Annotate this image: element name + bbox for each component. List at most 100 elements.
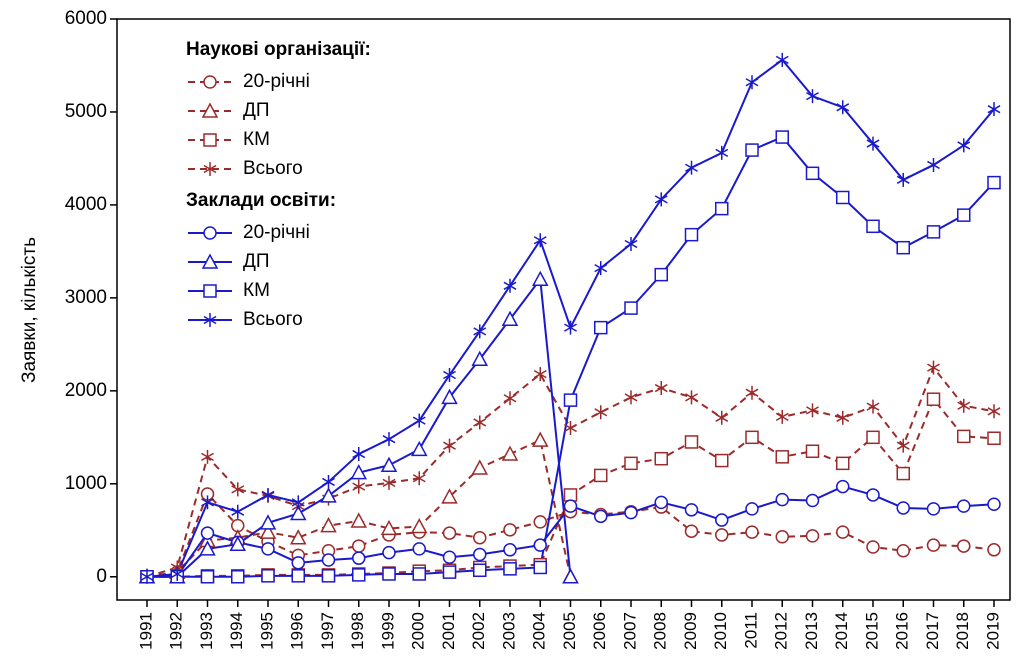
marker — [473, 324, 487, 339]
marker — [594, 509, 608, 524]
marker — [200, 570, 215, 584]
marker — [533, 367, 547, 382]
marker — [203, 133, 217, 147]
marker — [261, 487, 275, 502]
marker — [926, 502, 941, 516]
marker — [806, 403, 819, 418]
marker — [564, 421, 577, 436]
marker — [927, 157, 940, 172]
marker — [533, 515, 547, 529]
y-tick-label: 2000 — [65, 380, 107, 401]
marker — [866, 488, 880, 502]
marker — [322, 474, 335, 489]
marker — [926, 392, 941, 406]
marker — [380, 456, 398, 472]
x-tick-label: 1992 — [167, 612, 186, 650]
marker — [442, 565, 457, 579]
legend-label: КМ — [243, 129, 270, 150]
marker — [987, 543, 1001, 557]
marker — [685, 160, 698, 175]
marker — [412, 471, 426, 486]
marker — [382, 545, 396, 560]
y-tick-label: 6000 — [65, 8, 107, 29]
x-tick-label: 2018 — [953, 612, 972, 650]
marker — [594, 405, 608, 420]
marker — [987, 175, 1001, 190]
marker — [201, 253, 219, 269]
marker — [289, 529, 307, 545]
marker — [715, 145, 729, 160]
marker — [745, 502, 759, 516]
y-tick-label: 5000 — [65, 101, 107, 122]
marker — [503, 543, 517, 557]
marker — [775, 450, 789, 464]
marker — [654, 451, 668, 466]
marker — [563, 393, 578, 407]
marker — [443, 438, 456, 453]
marker — [203, 75, 217, 89]
marker — [805, 166, 820, 181]
marker — [805, 529, 820, 543]
marker — [715, 513, 729, 527]
marker — [745, 143, 759, 157]
marker — [926, 225, 941, 239]
marker — [352, 479, 366, 494]
marker — [563, 499, 578, 513]
marker — [203, 284, 217, 298]
x-tick-label: 2012 — [772, 612, 791, 650]
marker — [503, 523, 517, 537]
x-tick-label: 2002 — [469, 612, 488, 650]
marker — [412, 542, 426, 556]
marker — [624, 456, 638, 471]
marker — [685, 390, 698, 405]
marker — [291, 556, 305, 570]
x-tick-label: 1995 — [257, 612, 276, 650]
marker — [533, 560, 547, 575]
marker — [352, 447, 366, 462]
marker — [775, 492, 789, 507]
marker — [806, 89, 819, 104]
marker — [927, 360, 940, 375]
marker — [987, 102, 1001, 117]
marker — [473, 547, 487, 562]
marker — [473, 563, 487, 578]
marker — [624, 505, 638, 520]
marker — [203, 226, 217, 240]
marker — [957, 208, 971, 222]
marker — [231, 570, 245, 584]
marker — [382, 475, 396, 490]
x-tick-label: 1997 — [318, 612, 337, 650]
x-tick-label: 2009 — [681, 612, 700, 650]
marker — [896, 172, 910, 187]
marker — [866, 430, 880, 445]
marker — [503, 391, 517, 406]
marker — [715, 201, 729, 216]
x-tick-label: 2003 — [499, 612, 518, 650]
marker — [957, 499, 971, 513]
marker — [199, 540, 216, 556]
legend-label: ДП — [243, 100, 270, 121]
marker — [594, 261, 608, 276]
x-tick-label: 1994 — [227, 612, 246, 650]
marker — [775, 530, 789, 544]
marker — [441, 388, 458, 405]
marker — [259, 514, 277, 530]
marker — [352, 568, 366, 582]
y-tick-label: 4000 — [65, 194, 107, 215]
marker — [836, 479, 850, 494]
marker — [715, 410, 729, 425]
x-tick-label: 2007 — [620, 612, 639, 650]
x-tick-label: 2001 — [439, 612, 458, 650]
x-tick-label: 2014 — [832, 612, 851, 650]
marker — [775, 409, 789, 424]
marker — [291, 569, 305, 583]
marker — [531, 270, 549, 287]
marker — [805, 444, 820, 459]
marker — [382, 567, 396, 581]
x-tick-label: 2013 — [802, 612, 821, 650]
marker — [231, 482, 245, 497]
marker — [715, 453, 729, 468]
x-tick-label: 2005 — [560, 612, 579, 650]
marker — [594, 320, 608, 335]
marker — [200, 526, 215, 540]
